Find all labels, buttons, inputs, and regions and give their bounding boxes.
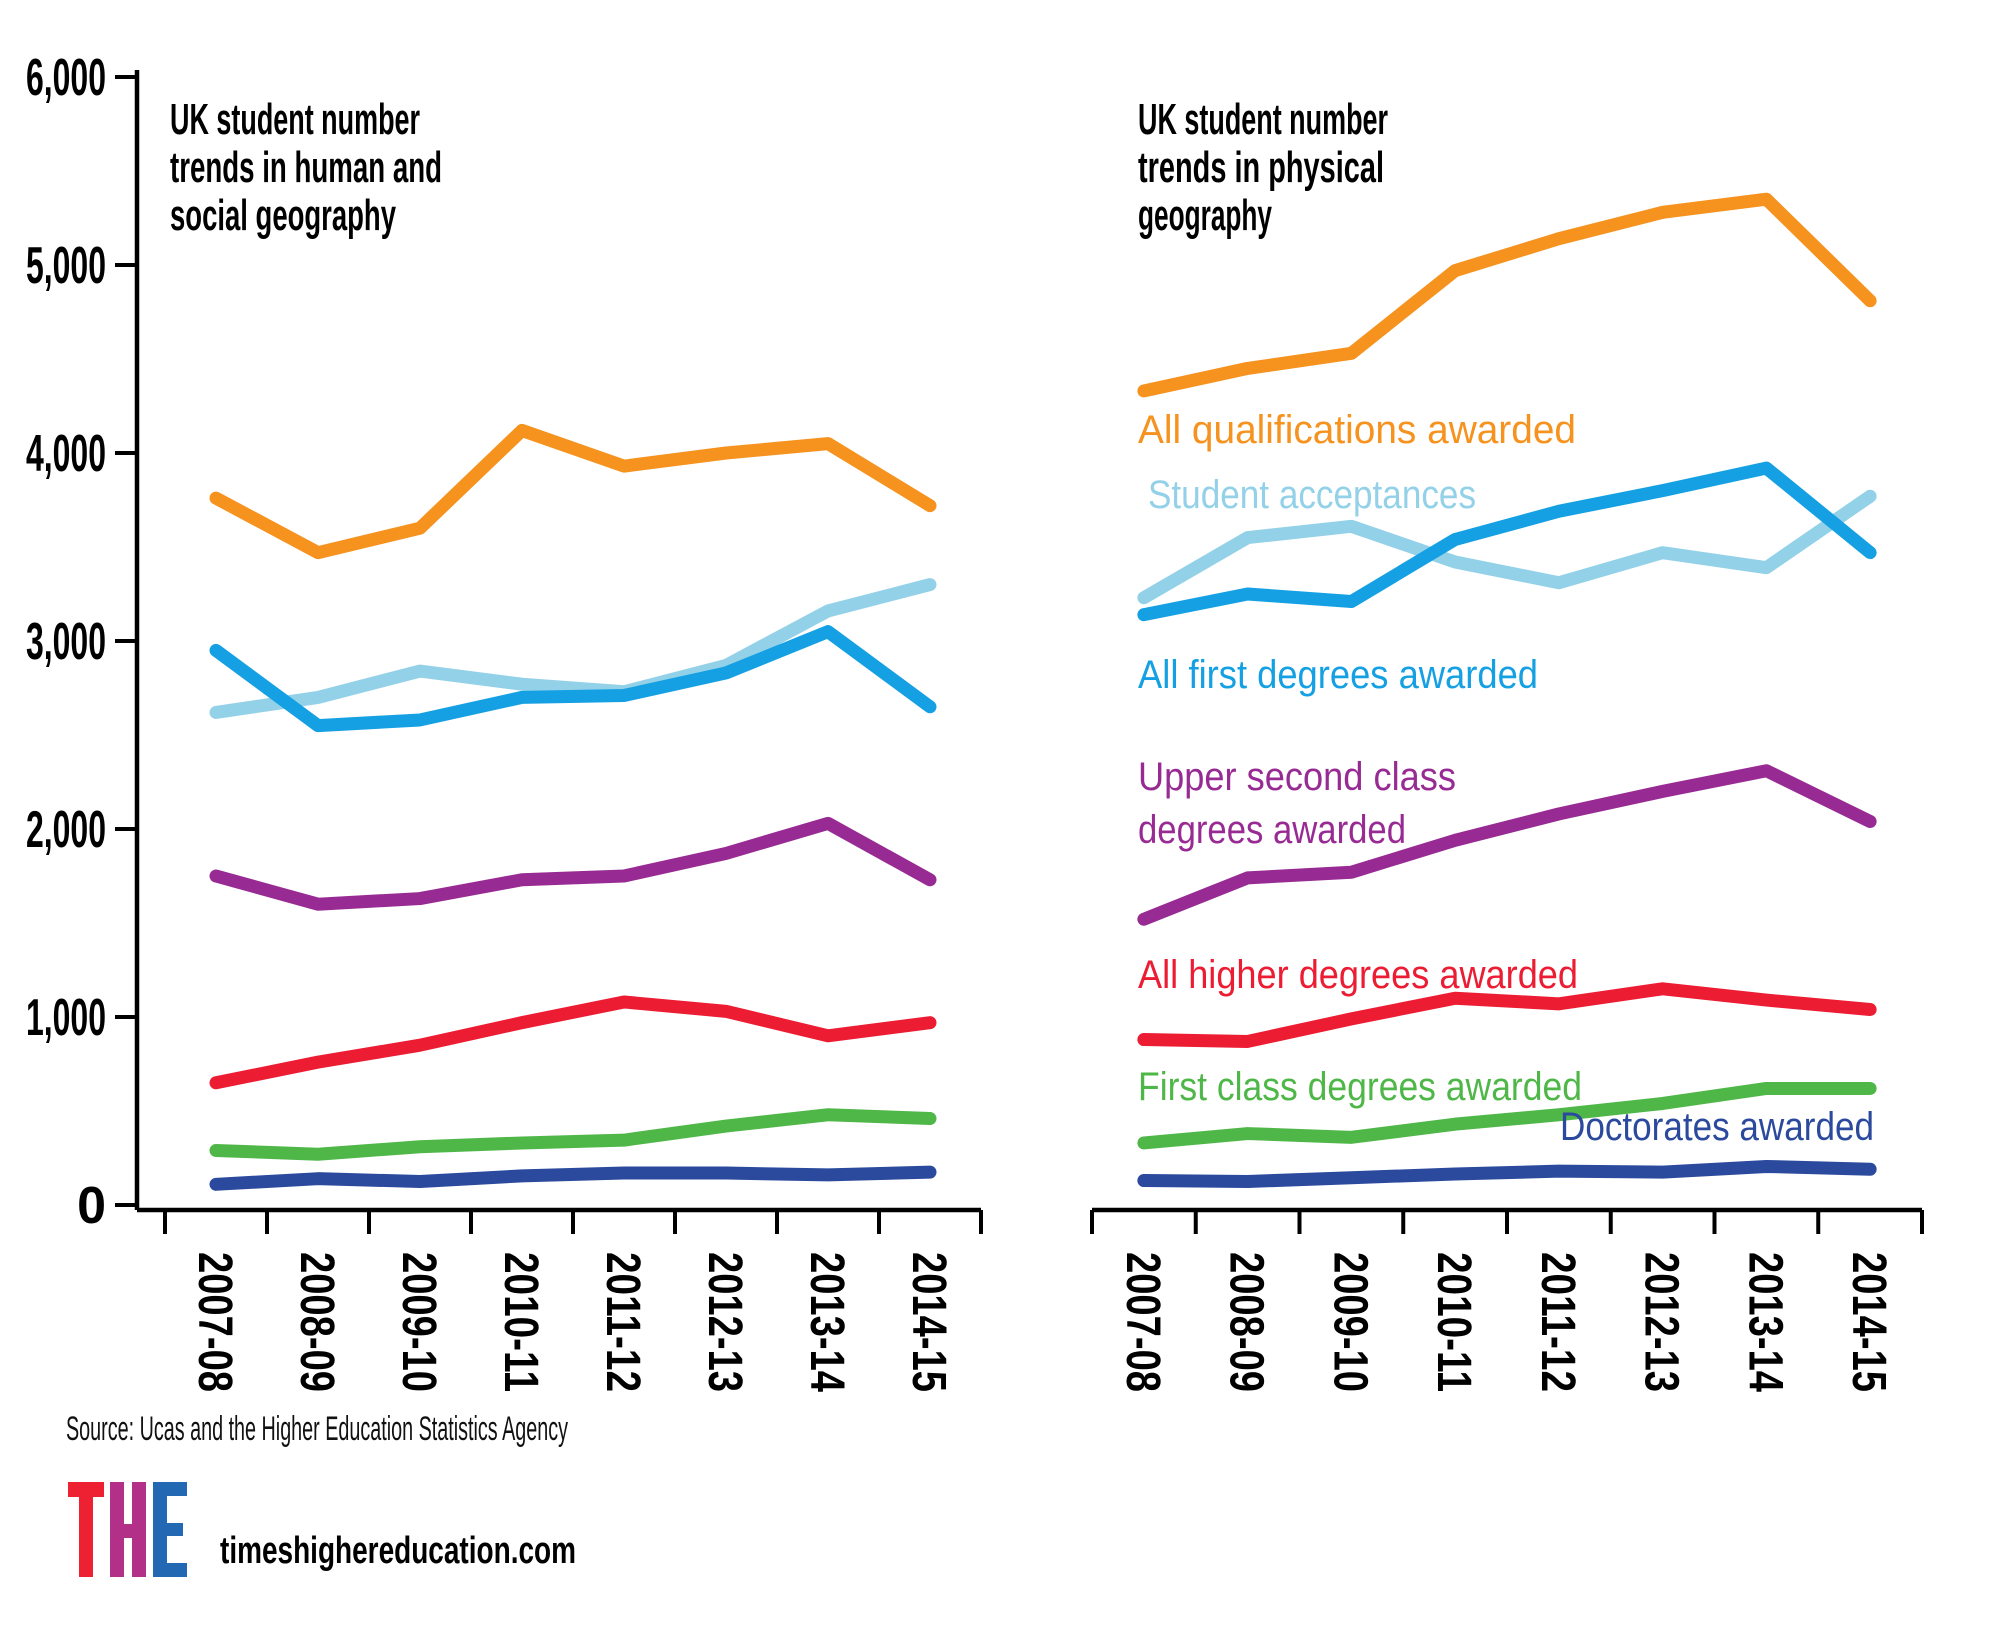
right-chart-title-line1: UK student number	[1138, 95, 1388, 144]
left-chart-title-line2: trends in human and	[170, 143, 442, 192]
right-chart-title-line2: trends in physical	[1138, 143, 1384, 192]
x-axis-label: 2008-09	[1220, 1252, 1273, 1392]
line-all-first-degrees-awarded	[1137, 461, 1877, 622]
x-axis-label: 2011-12	[1531, 1252, 1584, 1392]
x-axis-label: 2012-13	[698, 1252, 751, 1392]
y-axis-label: 2,000	[26, 801, 106, 859]
line-student-acceptances	[1137, 489, 1877, 605]
source-note: Source: Ucas and the Higher Education St…	[66, 1410, 568, 1448]
series-label-all-first-degrees: All first degrees awarded	[1138, 653, 1538, 697]
x-axis-label: 2014-15	[1842, 1252, 1895, 1392]
line-upper-second-class-degrees-awarded	[1137, 764, 1877, 926]
right-chart: 2007-08 2008-09 2009-10 2010-11 2011-12 2012-…	[1090, 95, 1924, 1392]
footer: Source: Ucas and the Higher Education St…	[66, 1410, 576, 1577]
series-label-upper-second-line1: Upper second class	[1138, 755, 1456, 799]
logo-letter-t	[68, 1482, 104, 1577]
x-axis-label: 2009-10	[392, 1252, 445, 1392]
line-first-class-degrees-awarded	[209, 1108, 937, 1161]
series-label-upper-second-line2: degrees awarded	[1138, 808, 1406, 852]
line-all-first-degrees-awarded	[209, 625, 937, 733]
x-axis-label: 2007-08	[188, 1252, 241, 1392]
y-axis-label: 4,000	[26, 425, 106, 483]
right-x-axis: 2007-08 2008-09 2009-10 2010-11 2011-12 2012-…	[1090, 1207, 1924, 1392]
x-axis-label: 2010-11	[1427, 1252, 1480, 1392]
left-y-axis: 6,000 5,000 4,000 3,000 2,000 1,000 0	[26, 49, 140, 1235]
series-label-all-higher-degrees: All higher degrees awarded	[1138, 953, 1578, 997]
line-student-acceptances	[209, 578, 937, 719]
y-axis-label: 6,000	[26, 49, 106, 107]
x-axis-label: 2013-14	[1738, 1252, 1791, 1392]
x-axis-label: 2014-15	[902, 1252, 955, 1392]
left-chart-title-line1: UK student number	[170, 95, 420, 144]
line-all-qualifications-awarded	[209, 423, 937, 560]
right-chart-title-line3: geography	[1138, 191, 1272, 240]
logo-letter-h	[110, 1482, 146, 1577]
line-doctorates-awarded	[1137, 1159, 1877, 1188]
right-series	[1137, 192, 1877, 1188]
website-url: timeshighereducation.com	[220, 1530, 576, 1572]
series-label-student-acceptances: Student acceptances	[1148, 473, 1476, 517]
line-doctorates-awarded	[209, 1165, 937, 1191]
x-axis-label: 2007-08	[1116, 1252, 1169, 1392]
the-logo	[68, 1482, 187, 1577]
logo-letter-e	[153, 1482, 187, 1577]
y-axis-label: 1,000	[26, 989, 106, 1047]
line-all-qualifications-awarded	[1137, 192, 1877, 398]
x-axis-label: 2008-09	[290, 1252, 343, 1392]
series-label-first-class-degrees: First class degrees awarded	[1138, 1065, 1582, 1109]
y-axis-label: 0	[77, 1177, 106, 1235]
left-chart-title-line3: social geography	[170, 191, 396, 240]
y-axis-label: 3,000	[26, 613, 106, 671]
x-axis-label: 2009-10	[1323, 1252, 1376, 1392]
line-all-higher-degrees-awarded	[209, 995, 937, 1090]
series-label-all-qualifications: All qualifications awarded	[1138, 408, 1576, 452]
left-x-axis: 2007-08 2008-09 2009-10 2010-11 2011-12 2012-…	[137, 1207, 983, 1392]
y-axis-label: 5,000	[26, 237, 106, 295]
x-axis-label: 2010-11	[494, 1252, 547, 1392]
line-upper-second-class-degrees-awarded	[209, 816, 937, 911]
x-axis-label: 2012-13	[1635, 1252, 1688, 1392]
x-axis-label: 2013-14	[800, 1252, 853, 1392]
series-label-doctorates: Doctorates awarded	[1560, 1105, 1874, 1149]
line-first-class-degrees-awarded	[1137, 1081, 1877, 1150]
left-series	[209, 423, 937, 1191]
x-axis-label: 2011-12	[596, 1252, 649, 1392]
line-all-higher-degrees-awarded	[1137, 982, 1877, 1048]
